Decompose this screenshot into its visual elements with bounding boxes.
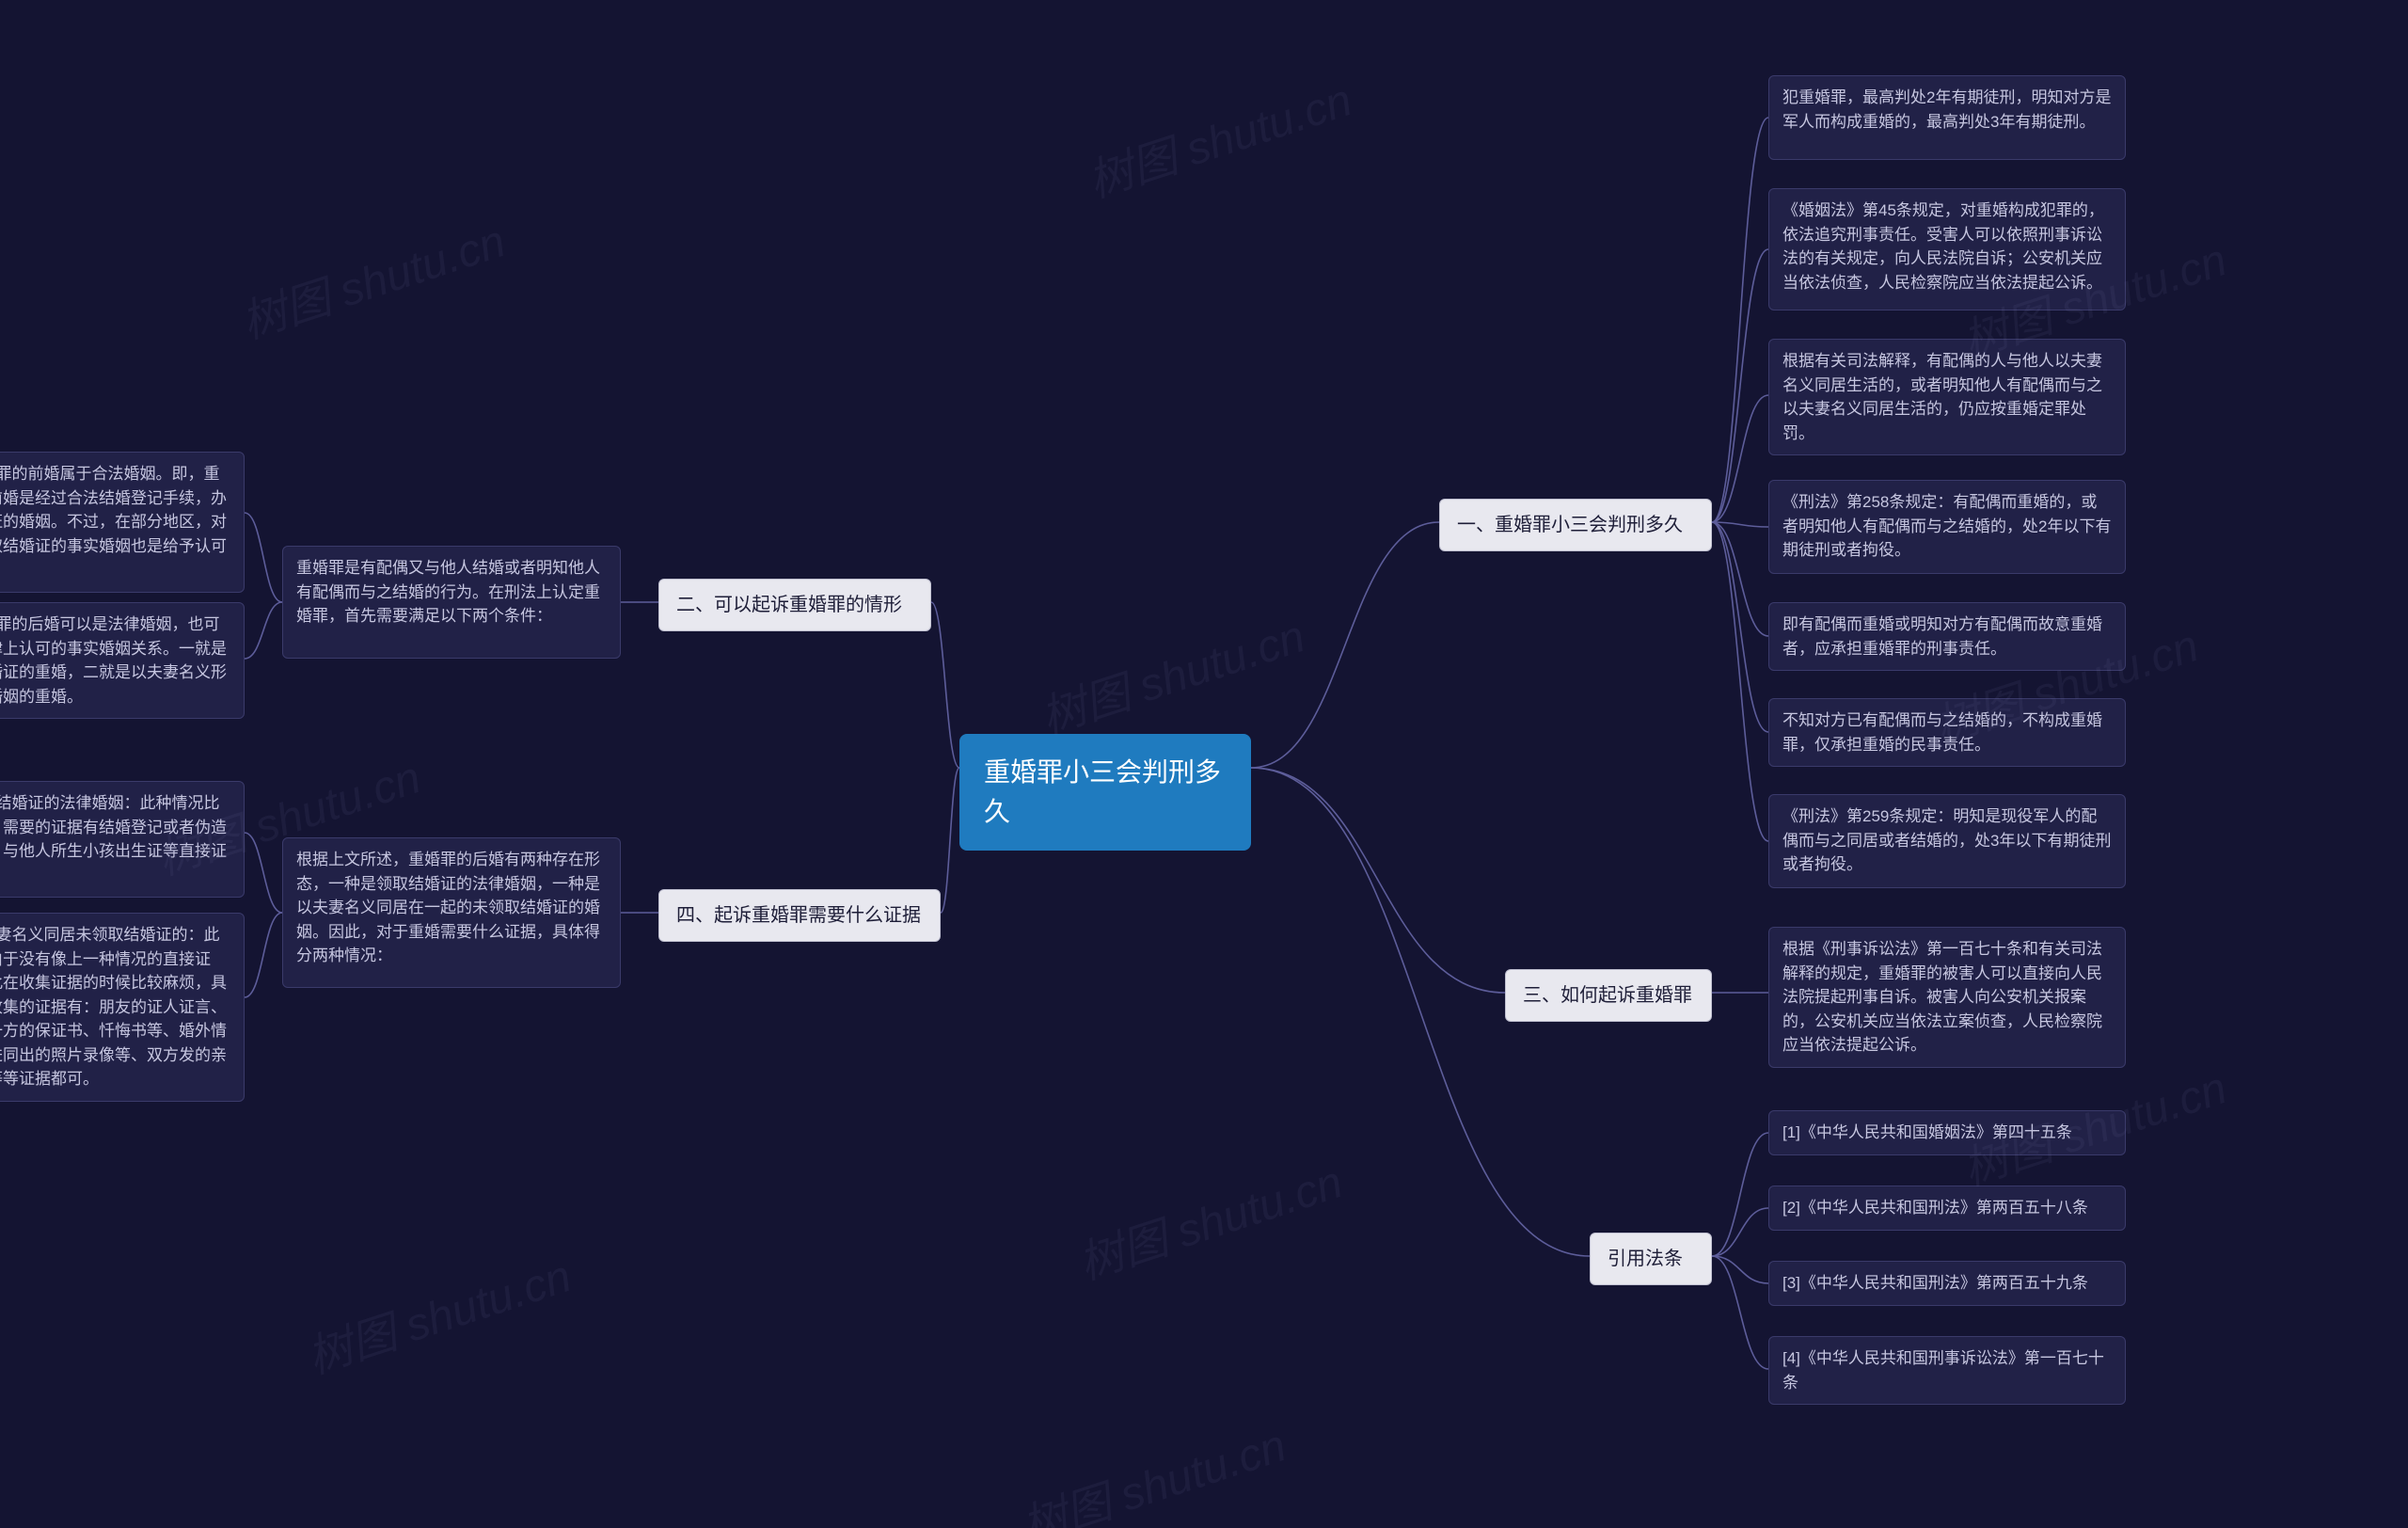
mindmap-node: [4]《中华人民共和国刑事诉讼法》第一百七十条 xyxy=(1768,1336,2126,1405)
mindmap-node: 1、重婚罪的前婚属于合法婚姻。即，重婚罪的前婚是经过合法结婚登记手续，办理结婚证… xyxy=(0,452,245,593)
mindmap-node: 重婚罪小三会判刑多久 xyxy=(959,734,1251,851)
mindmap-node: 二、可以起诉重婚罪的情形 xyxy=(658,579,931,631)
mindmap-node: 犯重婚罪，最高判处2年有期徒刑，明知对方是军人而构成重婚的，最高判处3年有期徒刑… xyxy=(1768,75,2126,160)
mindmap-node: 《刑法》第259条规定：明知是现役军人的配偶而与之同居或者结婚的，处3年以下有期… xyxy=(1768,794,2126,888)
watermark: 树图 shutu.cn xyxy=(1012,1409,1292,1528)
mindmap-node: 2、重婚罪的后婚可以是法律婚姻，也可以是法律上认可的事实婚姻关系。一就是领取结婚… xyxy=(0,602,245,719)
mindmap-node: 引用法条 xyxy=(1590,1233,1712,1285)
mindmap-node: 根据上文所述，重婚罪的后婚有两种存在形态，一种是领取结婚证的法律婚姻，一种是以夫… xyxy=(282,837,621,988)
mindmap-node: [3]《中华人民共和国刑法》第两百五十九条 xyxy=(1768,1261,2126,1306)
mindmap-node: 《刑法》第258条规定：有配偶而重婚的，或者明知他人有配偶而与之结婚的，处2年以… xyxy=(1768,480,2126,574)
watermark: 树图 shutu.cn xyxy=(1069,1145,1349,1292)
mindmap-node: 不知对方已有配偶而与之结婚的，不构成重婚罪，仅承担重婚的民事责任。 xyxy=(1768,698,2126,767)
mindmap-node: [2]《中华人民共和国刑法》第两百五十八条 xyxy=(1768,1186,2126,1231)
watermark: 树图 shutu.cn xyxy=(1031,599,1311,746)
mindmap-node: 三、如何起诉重婚罪 xyxy=(1505,969,1712,1022)
mindmap-node: 根据有关司法解释，有配偶的人与他人以夫妻名义同居生活的，或者明知他人有配偶而与之… xyxy=(1768,339,2126,455)
mindmap-node: 2、以夫妻名义同居未领取结婚证的：此种情况由于没有像上一种情况的直接证据，因此在… xyxy=(0,913,245,1102)
watermark: 树图 shutu.cn xyxy=(297,1239,578,1386)
mindmap-node: 根据《刑事诉讼法》第一百七十条和有关司法解释的规定，重婚罪的被害人可以直接向人民… xyxy=(1768,927,2126,1068)
mindmap-node: 重婚罪是有配偶又与他人结婚或者明知他人有配偶而与之结婚的行为。在刑法上认定重婚罪… xyxy=(282,546,621,659)
mindmap-node: 一、重婚罪小三会判刑多久 xyxy=(1439,499,1712,551)
mindmap-node: 四、起诉重婚罪需要什么证据 xyxy=(658,889,941,942)
mindmap-node: 《婚姻法》第45条规定，对重婚构成犯罪的，依法追究刑事责任。受害人可以依照刑事诉… xyxy=(1768,188,2126,310)
mindmap-node: 即有配偶而重婚或明知对方有配偶而故意重婚者，应承担重婚罪的刑事责任。 xyxy=(1768,602,2126,671)
watermark: 树图 shutu.cn xyxy=(1078,63,1358,210)
mindmap-node: [1]《中华人民共和国婚姻法》第四十五条 xyxy=(1768,1110,2126,1155)
mindmap-node: 1、领取结婚证的法律婚姻：此种情况比较简单，需要的证据有结婚登记或者伪造结婚证、… xyxy=(0,781,245,898)
watermark: 树图 shutu.cn xyxy=(231,204,512,351)
